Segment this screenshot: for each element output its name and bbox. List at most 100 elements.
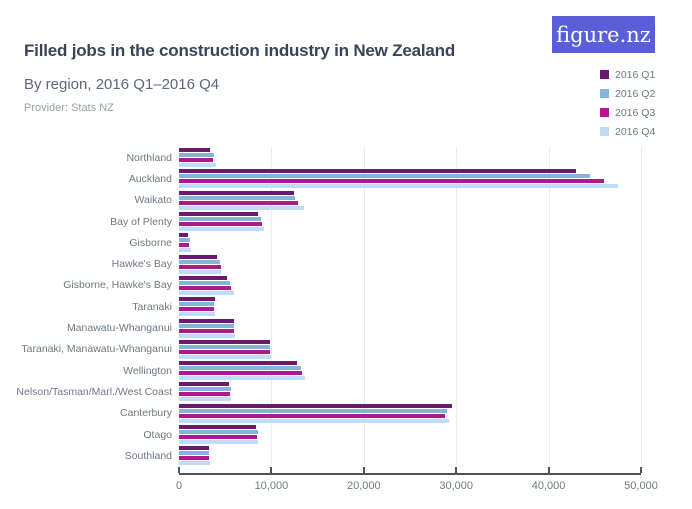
bar-2016-q3 bbox=[179, 264, 221, 269]
bar-group bbox=[179, 275, 641, 296]
bar-2016-q1 bbox=[179, 339, 270, 344]
bar-2016-q2 bbox=[179, 259, 220, 264]
bar-2016-q2 bbox=[179, 238, 191, 243]
chart-row-gisborne: Gisborne bbox=[6, 232, 686, 253]
bar-2016-q4 bbox=[179, 227, 264, 232]
bar-group bbox=[179, 232, 641, 253]
category-label: Manawatu-Whanganui bbox=[66, 322, 172, 335]
chart-row-nelson-tasman-marl-west-coast: Nelson/Tasman/Marl./West Coast bbox=[6, 381, 686, 402]
legend-label: 2016 Q1 bbox=[615, 68, 656, 81]
bar-group bbox=[179, 445, 641, 466]
bar-2016-q2 bbox=[179, 387, 231, 392]
bar-2016-q3 bbox=[179, 307, 215, 312]
category-label: Otago bbox=[143, 428, 172, 441]
bar-2016-q3 bbox=[179, 392, 230, 397]
category-label: Hawke's Bay bbox=[111, 258, 172, 271]
axis-tick bbox=[270, 467, 273, 473]
chart-row-bay-of-plenty: Bay of Plenty bbox=[6, 211, 686, 232]
bar-2016-q4 bbox=[179, 163, 216, 168]
bar-2016-q1 bbox=[179, 254, 217, 259]
provider-label: Provider: Stats NZ bbox=[24, 102, 114, 114]
bar-2016-q2 bbox=[179, 451, 210, 456]
bar-2016-q3 bbox=[179, 158, 214, 163]
gridline bbox=[363, 147, 365, 466]
legend-swatch-icon bbox=[600, 89, 609, 98]
figure-nz-logo[interactable]: figure.nz bbox=[552, 16, 655, 53]
bar-2016-q1 bbox=[179, 446, 209, 451]
category-label: Canterbury bbox=[120, 407, 172, 420]
legend-item-2016-q3: 2016 Q3 bbox=[600, 103, 655, 122]
bar-2016-q2 bbox=[179, 280, 230, 285]
x-axis-line bbox=[179, 473, 641, 475]
bar-2016-q1 bbox=[179, 212, 259, 217]
bar-2016-q3 bbox=[179, 371, 302, 376]
chart-row-taranaki-manawatu-whanganui: Taranaki, Manawatu-Whanganui bbox=[6, 339, 686, 360]
chart-subtitle: By region, 2016 Q1–2016 Q4 bbox=[24, 76, 220, 93]
bar-group bbox=[179, 211, 641, 232]
bar-2016-q4 bbox=[179, 205, 304, 210]
gridline bbox=[548, 147, 550, 466]
bar-2016-q2 bbox=[179, 323, 235, 328]
axis-tick-label: 30,000 bbox=[439, 480, 474, 492]
bar-2016-q4 bbox=[179, 290, 234, 295]
axis-tick bbox=[547, 467, 550, 473]
axis-tick-label: 50,000 bbox=[624, 480, 658, 492]
bar-2016-q3 bbox=[179, 349, 271, 354]
chart-row-wellington: Wellington bbox=[6, 360, 686, 381]
gridline bbox=[641, 147, 642, 466]
bar-2016-q4 bbox=[179, 248, 191, 253]
chart-row-gisborne-hawke-s-bay: Gisborne, Hawke's Bay bbox=[6, 275, 686, 296]
legend-label: 2016 Q2 bbox=[615, 87, 656, 100]
chart-rows: Northland Auckland Waikato Bay of Plenty Gis… bbox=[6, 147, 686, 466]
bar-2016-q2 bbox=[179, 217, 262, 222]
gridline bbox=[271, 147, 273, 466]
x-axis: 0 10,000 20,000 30,000 40,000 50,000 bbox=[175, 467, 658, 499]
axis-tick bbox=[178, 467, 180, 473]
bar-2016-q2 bbox=[179, 366, 301, 371]
category-label: Nelson/Tasman/Marl./West Coast bbox=[16, 385, 172, 398]
bar-group bbox=[179, 253, 641, 274]
legend-swatch-icon bbox=[600, 108, 609, 117]
bar-group bbox=[179, 360, 641, 381]
bar-2016-q4 bbox=[179, 269, 221, 274]
category-label: Auckland bbox=[128, 172, 172, 185]
bar-2016-q1 bbox=[179, 403, 452, 408]
category-label: Wellington bbox=[123, 364, 172, 377]
axis-tick bbox=[455, 467, 458, 473]
category-label: Waikato bbox=[134, 194, 172, 207]
legend-label: 2016 Q4 bbox=[615, 125, 656, 138]
chart-row-canterbury: Canterbury bbox=[6, 403, 686, 424]
bar-2016-q3 bbox=[179, 243, 190, 248]
axis-tick bbox=[640, 467, 642, 473]
bar-2016-q4 bbox=[179, 418, 449, 423]
bar-2016-q4 bbox=[179, 354, 272, 359]
category-label: Taranaki, Manawatu-Whanganui bbox=[21, 343, 172, 356]
bar-2016-q1 bbox=[179, 425, 256, 429]
chart-row-otago: Otago bbox=[6, 424, 686, 445]
bar-2016-q4 bbox=[179, 397, 231, 402]
chart-row-manawatu-whanganui: Manawatu-Whanganui bbox=[6, 317, 686, 338]
bar-2016-q3 bbox=[179, 328, 234, 333]
bar-group bbox=[179, 339, 641, 360]
legend-item-2016-q1: 2016 Q1 bbox=[600, 65, 655, 84]
bar-2016-q1 bbox=[179, 297, 216, 302]
bar-group bbox=[179, 296, 641, 317]
axis-tick-label: 0 bbox=[175, 480, 183, 492]
category-label: Gisborne bbox=[129, 236, 172, 249]
bar-2016-q1 bbox=[179, 318, 234, 323]
bar-2016-q1 bbox=[179, 169, 577, 174]
chart-row-waikato: Waikato bbox=[6, 190, 686, 211]
bar-2016-q1 bbox=[179, 233, 189, 238]
bar-2016-q4 bbox=[179, 184, 618, 189]
category-label: Taranaki bbox=[132, 300, 172, 313]
legend: 2016 Q1 2016 Q2 2016 Q3 2016 Q4 bbox=[600, 65, 655, 141]
page-title: Filled jobs in the construction industry… bbox=[24, 41, 456, 60]
chart-row-southland: Southland bbox=[6, 445, 686, 466]
bar-2016-q2 bbox=[179, 430, 258, 434]
legend-label: 2016 Q3 bbox=[615, 106, 656, 119]
chart-row-northland: Northland bbox=[6, 147, 686, 168]
chart-row-auckland: Auckland bbox=[6, 168, 686, 189]
category-label: Northland bbox=[126, 151, 172, 164]
bar-2016-q4 bbox=[179, 440, 259, 444]
bar-group bbox=[179, 317, 641, 338]
